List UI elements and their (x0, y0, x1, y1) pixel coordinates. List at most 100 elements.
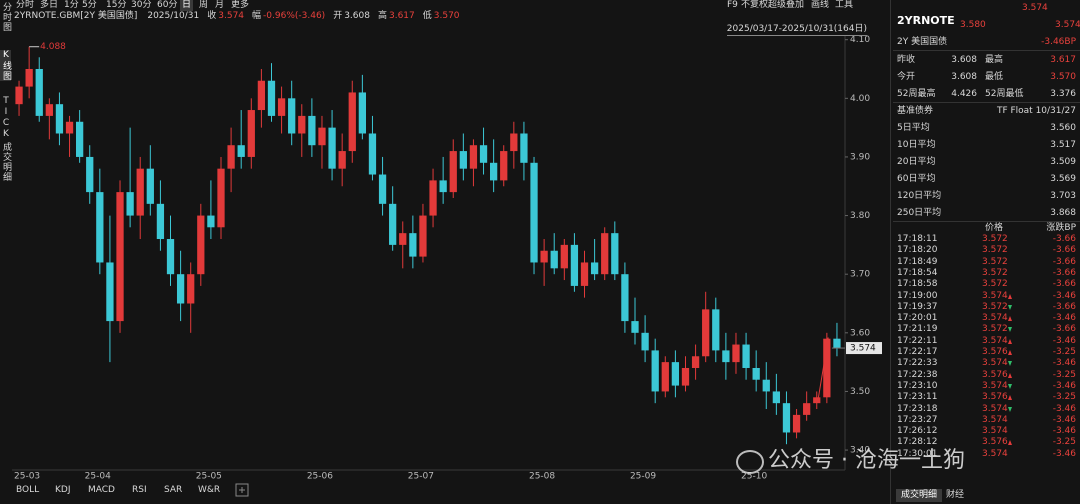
trade-change: -3.25 (1052, 437, 1076, 448)
high-marker-label: 4.088 (40, 42, 66, 52)
candle-body (308, 115, 316, 146)
panel-separator (893, 221, 1080, 222)
candle-body (429, 180, 437, 216)
candle-body (762, 379, 770, 392)
trade-price: 3.572 (982, 279, 1008, 290)
indicator-tab[interactable]: SAR (164, 485, 183, 495)
candle-body (540, 250, 548, 263)
side-tab[interactable]: K线图 (0, 50, 11, 81)
bottom-tab[interactable]: 财经 (946, 490, 965, 500)
indicator-tab[interactable]: MACD (88, 485, 115, 495)
trade-change: -3.66 (1052, 279, 1076, 290)
timeframe-tab[interactable]: 15分 (106, 0, 127, 10)
quote-change: -3.46BP (1041, 37, 1076, 47)
y-tick-label: 3.40 (850, 446, 870, 456)
trade-time: 17:19:00 (897, 290, 938, 301)
candle-body (65, 121, 74, 134)
candle-body (126, 192, 134, 216)
tool-button[interactable]: 画线 (811, 0, 830, 10)
candle-body (106, 262, 114, 322)
trade-arrow (1008, 406, 1012, 412)
indicator-tab[interactable]: BOLL (16, 485, 40, 495)
trade-price: 3.574 (982, 313, 1008, 324)
tool-button[interactable]: 不复权 (741, 0, 769, 10)
candle-body (691, 356, 700, 368)
candle-body (722, 350, 730, 363)
candle-body (732, 344, 740, 363)
candle-body (803, 403, 811, 415)
trade-time: 17:22:17 (897, 347, 938, 357)
timeframe-tab[interactable]: 分时 (16, 0, 35, 10)
timeframe-tab[interactable]: 日 (180, 0, 194, 11)
average-label: 60日平均 (897, 174, 936, 184)
candle-body (368, 133, 377, 175)
candle-body (237, 145, 245, 157)
y-tick-label: 3.50 (850, 387, 870, 397)
date-range: 2025/03/17-2025/10/31(164日) (726, 24, 867, 36)
trade-change: -3.66 (1052, 301, 1076, 312)
trade-price: 3.572 (982, 256, 1008, 267)
trades-header: 价格 (985, 223, 1004, 233)
trade-time: 17:23:18 (897, 403, 938, 414)
timeframe-tab[interactable]: 5分 (82, 0, 97, 10)
candle-body (358, 92, 367, 134)
timeframe-tab[interactable]: 多日 (40, 0, 59, 10)
timeframe-tab[interactable]: 1分 (64, 0, 79, 10)
timeframe-tab[interactable]: 30分 (131, 0, 152, 10)
tool-button[interactable]: F9 (727, 0, 738, 10)
info-value: -0.96%(-3.46) (263, 11, 326, 21)
timeframe-tab[interactable]: 更多 (231, 0, 250, 10)
stat-label: 52周最高 (897, 89, 936, 99)
bottom-tab[interactable]: 成交明细 (896, 489, 943, 502)
stat-value: 3.608 (951, 72, 977, 82)
watermark-icon (736, 450, 764, 474)
trade-price: 3.572 (982, 234, 1008, 244)
info-label: 幅 (252, 11, 262, 21)
side-tab[interactable]: 成交明细 (1, 142, 11, 182)
indicator-tab[interactable]: W&R (198, 485, 221, 495)
candle-body (277, 98, 286, 116)
trade-time: 17:28:12 (897, 437, 938, 448)
indicator-tab[interactable]: RSI (132, 485, 147, 495)
trade-arrow (1008, 361, 1012, 367)
trade-arrow (1008, 350, 1012, 355)
trade-change: -3.46 (1052, 358, 1076, 369)
tool-button[interactable]: 超级叠加 (768, 0, 805, 10)
candle-body (641, 332, 649, 351)
indicator-tab[interactable]: KDJ (55, 485, 71, 495)
candle-body (35, 69, 43, 116)
trade-time: 17:22:11 (897, 335, 938, 346)
x-tick-label: 25-03 (14, 472, 40, 482)
candle-body (267, 80, 276, 116)
candle-body (681, 367, 690, 386)
candle-body (530, 162, 538, 263)
trade-change: -3.46 (1052, 380, 1076, 391)
add-indicator-icon[interactable] (235, 483, 249, 497)
side-tab[interactable]: 分时图 (1, 2, 11, 32)
candle-body (25, 69, 33, 87)
timeframe-tab[interactable]: 60分 (157, 0, 178, 10)
trade-change: -3.25 (1052, 347, 1076, 357)
side-tab[interactable]: TICK (1, 96, 11, 140)
y-tick-label: 3.70 (850, 270, 870, 280)
y-tick-label: 3.80 (850, 211, 870, 221)
stat-value: 3.570 (1050, 72, 1076, 82)
timeframe-tab[interactable]: 月 (215, 0, 225, 10)
average-label: 120日平均 (897, 191, 942, 201)
trade-arrow (1008, 293, 1012, 299)
trade-arrow (1008, 372, 1012, 378)
trade-time: 17:21:19 (897, 324, 938, 335)
candle-body (813, 397, 821, 404)
candle-body (207, 215, 215, 228)
timeframe-tab[interactable]: 周 (199, 0, 209, 10)
candle-body (651, 350, 659, 392)
candle-body (55, 104, 64, 134)
tool-button[interactable]: 工具 (835, 0, 854, 10)
candle-body (197, 215, 205, 275)
trade-change: -3.46 (1052, 448, 1076, 459)
average-label: 250日平均 (897, 208, 942, 218)
candle-body (439, 180, 447, 193)
candle-body (257, 80, 266, 111)
trade-time: 17:23:27 (897, 414, 938, 425)
candle-body (389, 203, 397, 245)
